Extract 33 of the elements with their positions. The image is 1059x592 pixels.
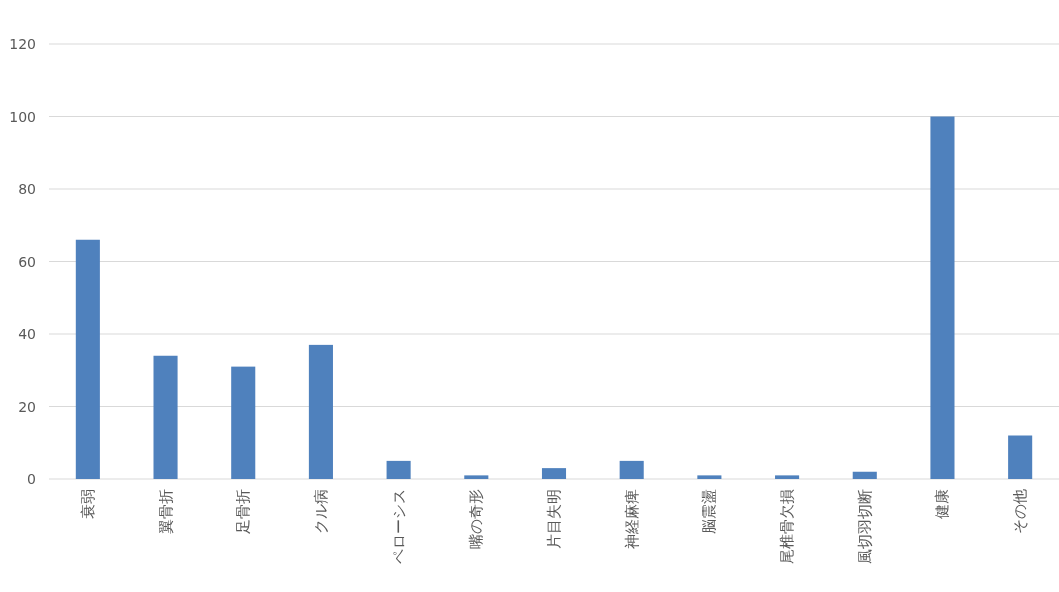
bar: [308, 344, 333, 479]
y-tick-label: 0: [27, 471, 36, 487]
y-tick-label: 40: [18, 326, 36, 342]
x-tick-label: 嘴の奇形: [467, 489, 486, 549]
bar: [231, 366, 256, 479]
bar: [697, 475, 722, 479]
x-tick-label: 翼骨折: [156, 489, 175, 534]
y-tick-label: 60: [18, 253, 36, 270]
x-tick-label: 脳震盪: [700, 489, 719, 534]
bar: [386, 460, 411, 479]
x-tick-label: 風切羽切断: [855, 489, 874, 564]
bar: [775, 475, 800, 479]
bar: [1008, 435, 1033, 479]
bar: [75, 239, 100, 479]
y-tick-label: 20: [18, 398, 36, 415]
x-tick-label: 足骨折: [234, 489, 253, 534]
x-tick-label: 神経麻痺: [622, 489, 641, 549]
y-tick-label: 120: [9, 36, 36, 52]
bar: [852, 471, 877, 479]
bar: [541, 468, 567, 479]
y-tick-label: 80: [18, 181, 36, 197]
x-tick-label: ペローシス: [389, 489, 408, 564]
x-tick-label: クル病: [311, 489, 330, 534]
x-tick-label: 片目失明: [545, 489, 563, 549]
bar: [153, 355, 178, 479]
bar: [619, 460, 644, 479]
x-tick-label: 尾椎骨欠損: [778, 489, 797, 564]
x-tick-label: その他: [1011, 489, 1030, 534]
bar: [930, 116, 955, 479]
y-tick-label: 100: [9, 108, 36, 125]
bar: [464, 475, 489, 479]
x-tick-label: 衰弱: [78, 489, 97, 519]
x-tick-label: 健康: [933, 489, 952, 519]
